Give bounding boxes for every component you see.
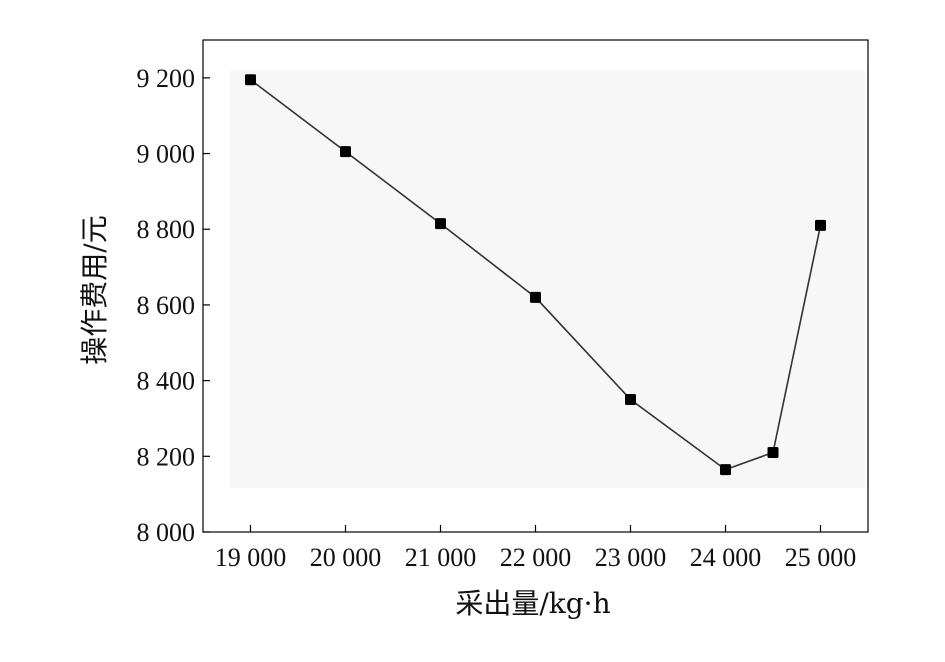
y-tick-label: 9 200 [137, 64, 196, 93]
y-tick-label: 8 400 [137, 367, 196, 396]
data-point [245, 74, 256, 86]
x-axis-ticks: 19 000 20 000 21 000 22 000 23 000 24 000 25 0… [215, 525, 857, 572]
data-point [625, 394, 636, 405]
data-point [815, 219, 826, 231]
x-tick-label: 24 000 [690, 543, 762, 572]
x-tick-label: 21 000 [405, 543, 477, 572]
y-tick-label: 8 800 [137, 215, 196, 244]
y-tick-label: 8 000 [137, 518, 196, 547]
data-point [530, 291, 541, 303]
y-tick-label: 9 000 [137, 140, 196, 169]
x-tick-label: 25 000 [785, 543, 857, 572]
y-axis-ticks: 8 000 8 200 8 400 8 600 8 800 9 000 9 200 [137, 64, 210, 547]
x-tick-label: 20 000 [310, 543, 382, 572]
series-line [250, 79, 822, 471]
x-tick-label: 22 000 [500, 543, 572, 572]
x-axis-title: 采出量/kg·h [455, 587, 610, 620]
x-tick-label: 23 000 [595, 543, 667, 572]
data-point [720, 464, 731, 476]
series-markers [245, 74, 826, 476]
data-point [767, 447, 779, 458]
y-axis-title: 操作费用/元 [78, 215, 111, 364]
x-tick-label: 19 000 [215, 543, 287, 572]
data-point [435, 218, 446, 230]
plot-background [230, 70, 865, 488]
y-tick-label: 8 200 [137, 442, 196, 471]
data-point [340, 146, 351, 158]
y-tick-label: 8 600 [137, 291, 196, 320]
